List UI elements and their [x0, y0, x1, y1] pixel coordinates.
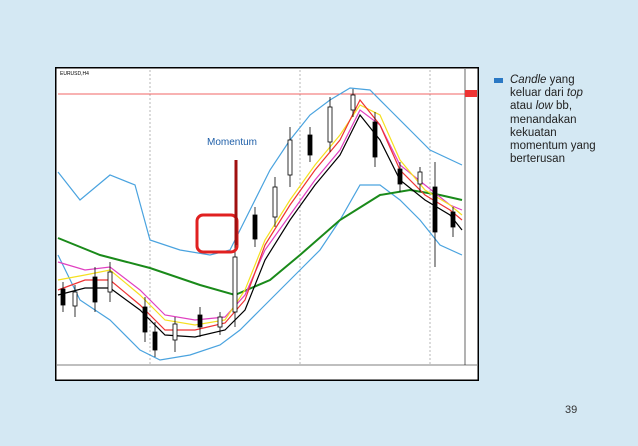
bullet-text: Candle yang keluar dari top atau low bb, me…: [510, 74, 628, 166]
text-segment: top: [566, 87, 583, 100]
chart-header: EURUSD,H4: [60, 71, 89, 77]
price-tag: [465, 90, 477, 97]
chart-frame: [55, 67, 479, 381]
text-segment: bb,: [552, 100, 573, 113]
lower-band: [57, 184, 463, 361]
bullet-line: menandakan: [510, 114, 628, 127]
text-segment: berterusan: [510, 153, 565, 166]
bullet-point: Candle yang keluar dari top atau low bb, me…: [494, 74, 628, 166]
chart-screenshot: EURUSD,H4 Momentum: [55, 67, 479, 381]
fast-ma-yellow: [57, 104, 463, 326]
text-segment: momentum yang: [510, 140, 596, 153]
text-segment: Candle: [510, 74, 547, 86]
text-segment: low: [535, 100, 553, 113]
slow-ma: [57, 188, 463, 297]
bullet-line: Candle yang: [510, 74, 628, 87]
bullet-line: momentum yang: [510, 140, 628, 153]
text-segment: kekuatan: [510, 126, 557, 139]
candles: [60, 89, 456, 357]
text-segment: menandakan: [510, 113, 577, 126]
text-segment: yang: [546, 74, 575, 86]
bullet-marker: [494, 78, 503, 83]
page-number: 39: [565, 404, 578, 416]
fast-ma-red: [57, 98, 463, 331]
bullet-line: berterusan: [510, 153, 628, 166]
bullet-line: atau low bb,: [510, 100, 628, 113]
fast-ma-black: [57, 113, 463, 338]
annotation: Momentum: [207, 137, 257, 148]
bullet-line: kekuatan: [510, 127, 628, 140]
text-segment: keluar dari: [510, 87, 567, 100]
upper-band: [57, 87, 463, 256]
bullet-line: keluar dari top: [510, 87, 628, 100]
text-segment: atau: [510, 100, 536, 113]
mid-band: [57, 109, 463, 321]
